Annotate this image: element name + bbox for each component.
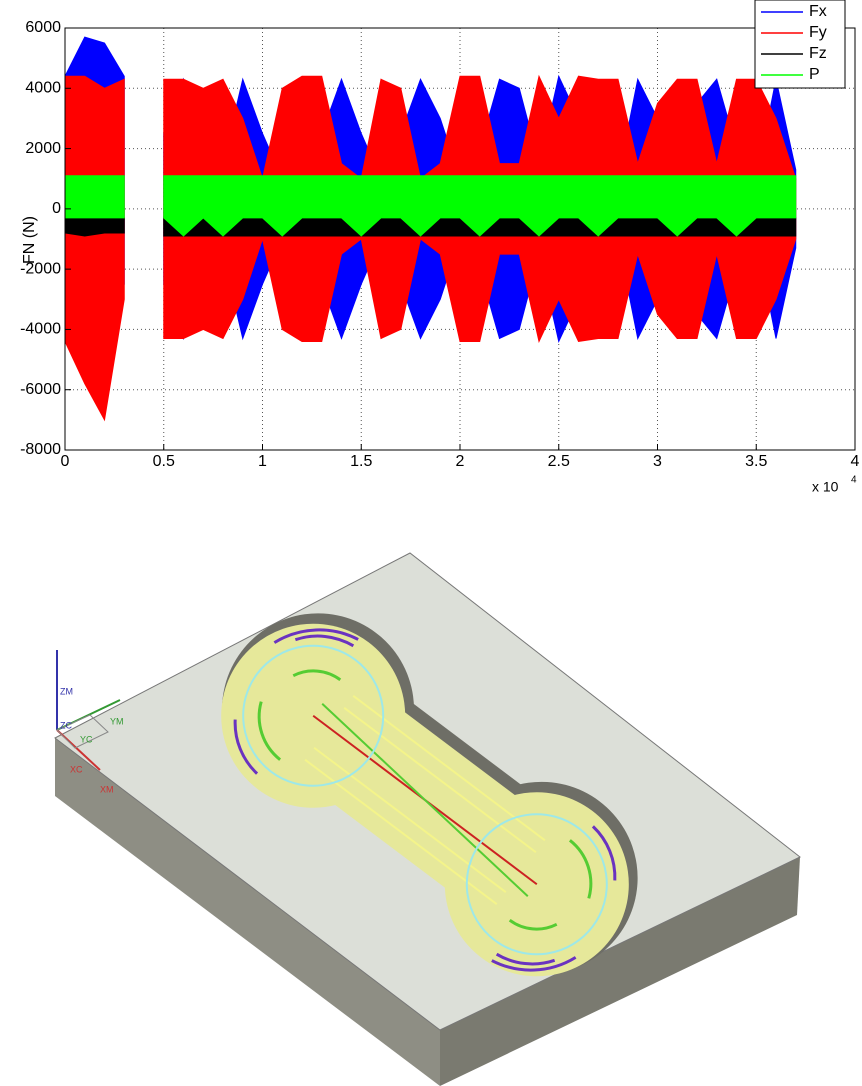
cad-axis-label: YC [80,734,93,744]
x-tick-label: 1 [258,453,267,470]
legend-label: Fy [809,24,827,41]
x-multiplier: x 10 [812,479,839,495]
y-tick-label: -6000 [20,381,61,398]
y-tick-label: -2000 [20,260,61,277]
x-tick-label: 0 [61,453,70,470]
x-tick-label: 1.5 [350,453,372,470]
x-tick-label: 3 [653,453,662,470]
y-tick-label: 0 [52,200,61,217]
cad-axis-label: ZM [60,686,73,696]
y-tick-label: 6000 [25,19,61,36]
x-tick-label: 0.5 [153,453,175,470]
chart: FN (N) x 10 4 -8000 -6000 -4000 -2000 0 2000 4… [0,0,862,500]
x-tick-label: 3.5 [745,453,767,470]
legend-label: Fx [809,3,827,20]
cad-axis-label: YM [110,716,124,726]
x-multiplier-exponent: 4 [851,475,857,486]
legend-label: Fz [809,45,827,62]
y-tick-label: 4000 [25,80,61,97]
cad-axis-label: XC [70,764,83,774]
cad-axis-label: ZC [60,720,72,730]
cad-axis-label: XM [100,784,114,794]
x-tick-label: 2.5 [548,453,570,470]
page: {"chart_data": {"type": "area-band", "yl… [0,0,862,1086]
x-tick-label: 2 [456,453,465,470]
legend-label: P [809,66,820,83]
y-tick-label: 2000 [25,140,61,157]
x-tick-label: 4 [851,453,860,470]
y-tick-label: -4000 [20,321,61,338]
cad-view: ZM ZC YC YM XC XM [0,500,862,1086]
y-axis-label: FN (N) [21,216,38,264]
y-tick-label: -8000 [20,441,61,458]
series-band [65,176,796,236]
